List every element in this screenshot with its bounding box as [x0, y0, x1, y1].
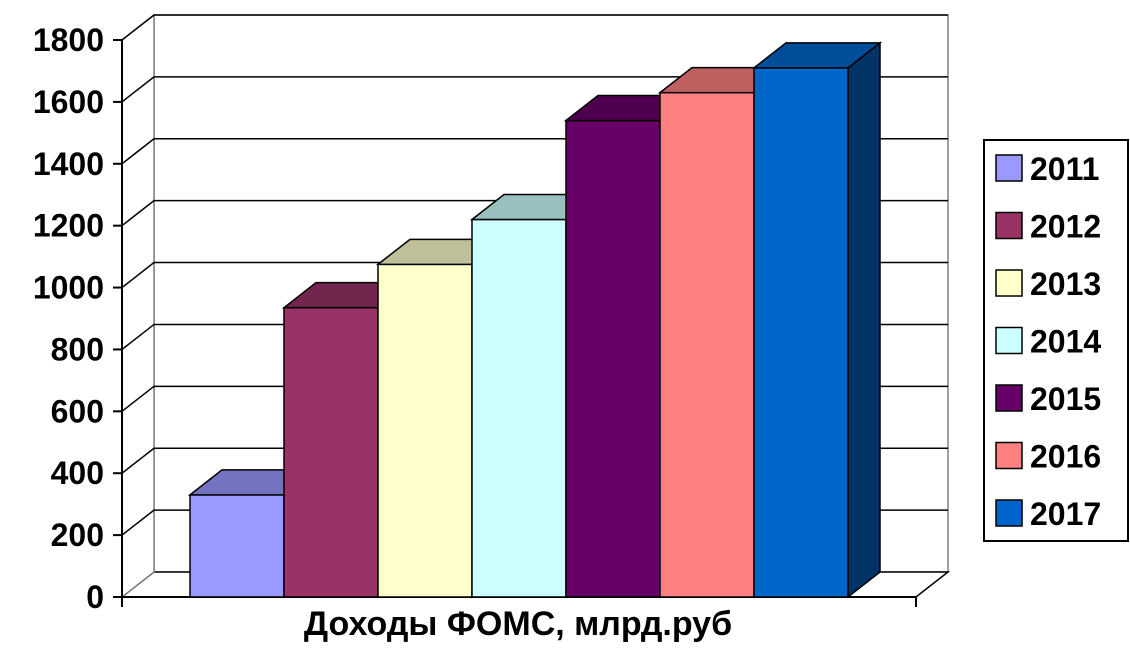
- y-tick-label: 1400: [33, 146, 104, 182]
- bar-front: [753, 67, 849, 598]
- bars: [187, 41, 883, 599]
- legend-swatch: [995, 211, 1023, 240]
- y-tick-label: 400: [51, 455, 104, 491]
- side-wall: [121, 13, 155, 599]
- legend-label: 2016: [1030, 439, 1101, 475]
- x-axis-label: Доходы ФОМС, млрд.руб: [304, 605, 732, 643]
- gridline: [121, 14, 948, 41]
- bar-front: [565, 119, 661, 598]
- y-tick-label: 0: [86, 579, 104, 615]
- bar-front: [377, 263, 473, 598]
- y-axis: 0 200 400 600 800 1000 1200 1400 1600 1800: [33, 22, 917, 615]
- bar-side: [847, 41, 881, 599]
- legend-swatch: [995, 441, 1023, 470]
- bar-front: [189, 494, 285, 598]
- legend-swatch: [995, 326, 1023, 355]
- legend-label: 2011: [1030, 151, 1099, 187]
- legend-label: 2013: [1030, 266, 1101, 302]
- legend-label: 2015: [1030, 381, 1101, 417]
- bar-front: [283, 306, 379, 598]
- legend-swatch: [995, 384, 1023, 412]
- bar: [751, 41, 883, 599]
- legend-swatch: [995, 154, 1023, 182]
- y-tick-label: 1600: [33, 84, 104, 120]
- legend-label: 2014: [1030, 324, 1101, 360]
- bar-front: [659, 91, 755, 598]
- legend-label: 2012: [1030, 209, 1101, 245]
- legend: 2011 2012 2013 2014 2015 2016 2017: [983, 139, 1129, 542]
- y-tick-label: 1000: [33, 270, 104, 306]
- legend-swatch: [995, 499, 1023, 527]
- legend-swatch: [995, 269, 1023, 297]
- y-tick-label: 600: [51, 393, 104, 429]
- y-tick-label: 1800: [33, 22, 104, 58]
- bar-top: [751, 42, 883, 69]
- bar-front: [471, 218, 567, 598]
- legend-label: 2017: [1030, 496, 1101, 532]
- y-tick-label: 200: [51, 517, 104, 553]
- y-tick-label: 800: [51, 331, 104, 367]
- y-tick-label: 1200: [33, 208, 104, 244]
